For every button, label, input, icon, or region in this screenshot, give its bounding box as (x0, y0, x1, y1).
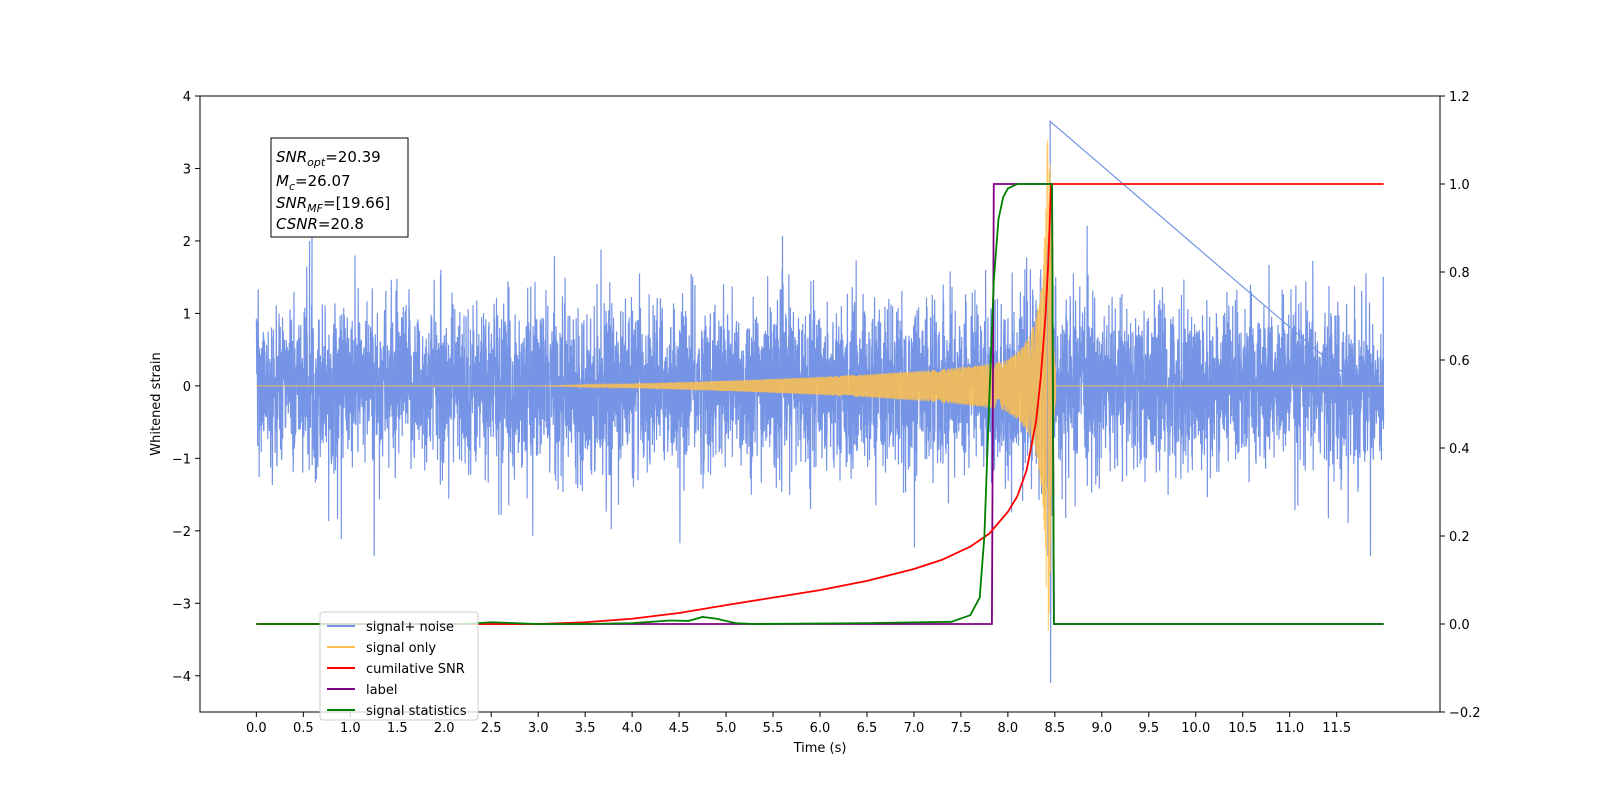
legend-frame (319, 611, 479, 721)
legend-label: signal statistics (366, 704, 467, 719)
y2-tick-label: 0.2 (1449, 530, 1470, 545)
y-tick-label: 1 (183, 307, 191, 322)
y-tick-label: 3 (183, 162, 191, 177)
y2-tick-label: 0.8 (1449, 266, 1470, 281)
y2-tick-label: 0.4 (1449, 442, 1470, 457)
x-tick-label: 4.5 (669, 721, 690, 736)
stats-csnr: CSNR=20.8 (276, 215, 364, 233)
y-tick-label: 2 (183, 235, 191, 250)
y-tick-label: −3 (172, 597, 191, 612)
y-tick-label: −1 (172, 452, 191, 467)
x-tick-label: 1.0 (340, 721, 361, 736)
y2-tick-label: 1.0 (1449, 178, 1470, 193)
cumilative-snr-line (256, 183, 1384, 625)
x-tick-label: 1.5 (387, 721, 408, 736)
legend-label: label (366, 683, 397, 698)
x-tick-label: 9.0 (1091, 721, 1112, 736)
signal-statistics-line (256, 183, 1384, 625)
x-tick-label: 8.0 (998, 721, 1019, 736)
stats-snr-mf: SNRMF=[19.66] (276, 194, 390, 215)
legend-label: signal+ noise (366, 620, 454, 635)
stats-box-frame (270, 137, 409, 238)
x-tick-label: 3.0 (528, 721, 549, 736)
legend-label: cumilative SNR (366, 662, 465, 677)
x-tick-label: 7.5 (951, 721, 972, 736)
legend-label: signal only (366, 641, 436, 656)
stats-box: SNRopt=20.39 Mc=26.07 SNRMF=[19.66] CSNR… (270, 137, 409, 238)
x-tick-label: 7.0 (904, 721, 925, 736)
x-axis-label: Time (s) (793, 741, 847, 756)
x-tick-label: 6.0 (810, 721, 831, 736)
series-signal-noise (255, 120, 1385, 684)
x-tick-label: 2.5 (481, 721, 502, 736)
x-tick-label: 4.0 (622, 721, 643, 736)
y2-tick-label: 1.2 (1449, 90, 1470, 105)
x-tick-label: 0.5 (293, 721, 314, 736)
x-tick-label: 5.0 (716, 721, 737, 736)
y-axis-ticks: 4 3 2 1 0 −1 −2 −3 −4 (172, 90, 200, 685)
x-tick-label: 8.5 (1045, 721, 1066, 736)
y2-tick-label: −0.2 (1449, 706, 1481, 721)
signal-only-line (256, 139, 1384, 631)
y2-tick-label: 0.6 (1449, 354, 1470, 369)
signal-noise-line (255, 120, 1385, 684)
y-tick-label: −2 (172, 525, 191, 540)
x-tick-label: 2.0 (434, 721, 455, 736)
x-tick-label: 0.0 (246, 721, 267, 736)
right-axis-series (256, 183, 1384, 625)
y-axis-label: Whitened strain (149, 352, 164, 455)
x-tick-label: 11.0 (1275, 721, 1304, 736)
stats-chirp-mass: Mc=26.07 (276, 172, 351, 193)
series-signal-only (256, 139, 1384, 631)
legend: signal+ noise signal only cumilative SNR la… (319, 611, 479, 721)
x-tick-label: 11.5 (1322, 721, 1351, 736)
y2-axis-ticks: 1.2 1.0 0.8 0.6 0.4 0.2 0.0 −0.2 (1440, 90, 1481, 721)
y-tick-label: 0 (183, 380, 191, 395)
y2-tick-label: 0.0 (1449, 618, 1470, 633)
y-tick-label: 4 (183, 90, 191, 105)
y-tick-label: −4 (172, 670, 191, 685)
x-tick-label: 5.5 (763, 721, 784, 736)
x-axis-ticks: 0.0 0.5 1.0 1.5 2.0 2.5 3.0 3.5 4.0 4.5 5.0 5.5 6.0 6… (246, 712, 1351, 736)
x-tick-label: 9.5 (1138, 721, 1159, 736)
x-tick-label: 3.5 (575, 721, 596, 736)
x-tick-label: 10.0 (1181, 721, 1210, 736)
stats-snr-opt: SNRopt=20.39 (276, 148, 381, 169)
x-tick-label: 10.5 (1228, 721, 1257, 736)
x-tick-label: 6.5 (857, 721, 878, 736)
